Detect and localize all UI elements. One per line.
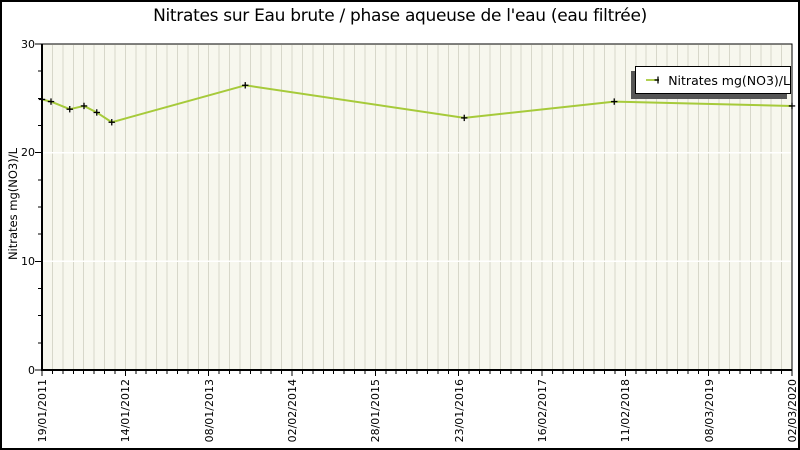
x-tick-label: 02/02/2014 bbox=[286, 379, 299, 443]
data-line bbox=[41, 84, 793, 124]
chart-title: Nitrates sur Eau brute / phase aqueuse d… bbox=[153, 6, 647, 26]
data-markers bbox=[38, 82, 796, 126]
x-tick-label: 19/01/2011 bbox=[36, 379, 49, 443]
x-tick-label: 08/01/2013 bbox=[202, 379, 216, 443]
x-tick-label: 14/01/2012 bbox=[119, 379, 133, 443]
legend-line-marker-icon bbox=[646, 76, 660, 84]
axes bbox=[41, 44, 792, 371]
x-tick-label: 28/01/2015 bbox=[369, 379, 383, 443]
y-tick-label: 10 bbox=[21, 254, 35, 268]
y-tick-label: 30 bbox=[21, 37, 35, 51]
y-tick-marks bbox=[35, 43, 42, 371]
x-tick-label: 08/03/2019 bbox=[702, 379, 716, 443]
x-tick-label: 23/01/2016 bbox=[452, 379, 466, 443]
major-horizontal-grid bbox=[43, 151, 791, 263]
x-tick-label: 16/02/2017 bbox=[536, 379, 549, 443]
y-tick-label: 20 bbox=[21, 146, 35, 160]
x-tick-label: 02/03/2020 bbox=[786, 379, 799, 443]
y-tick-label: 0 bbox=[28, 363, 35, 377]
legend-label: Nitrates mg(NO3)/L bbox=[668, 72, 790, 88]
grid-lines bbox=[51, 45, 783, 369]
legend: Nitrates mg(NO3)/L bbox=[635, 66, 791, 94]
x-tick-label: 11/02/2018 bbox=[619, 379, 633, 443]
y-axis-title: Nitrates mg(NO3)/L bbox=[6, 148, 20, 261]
